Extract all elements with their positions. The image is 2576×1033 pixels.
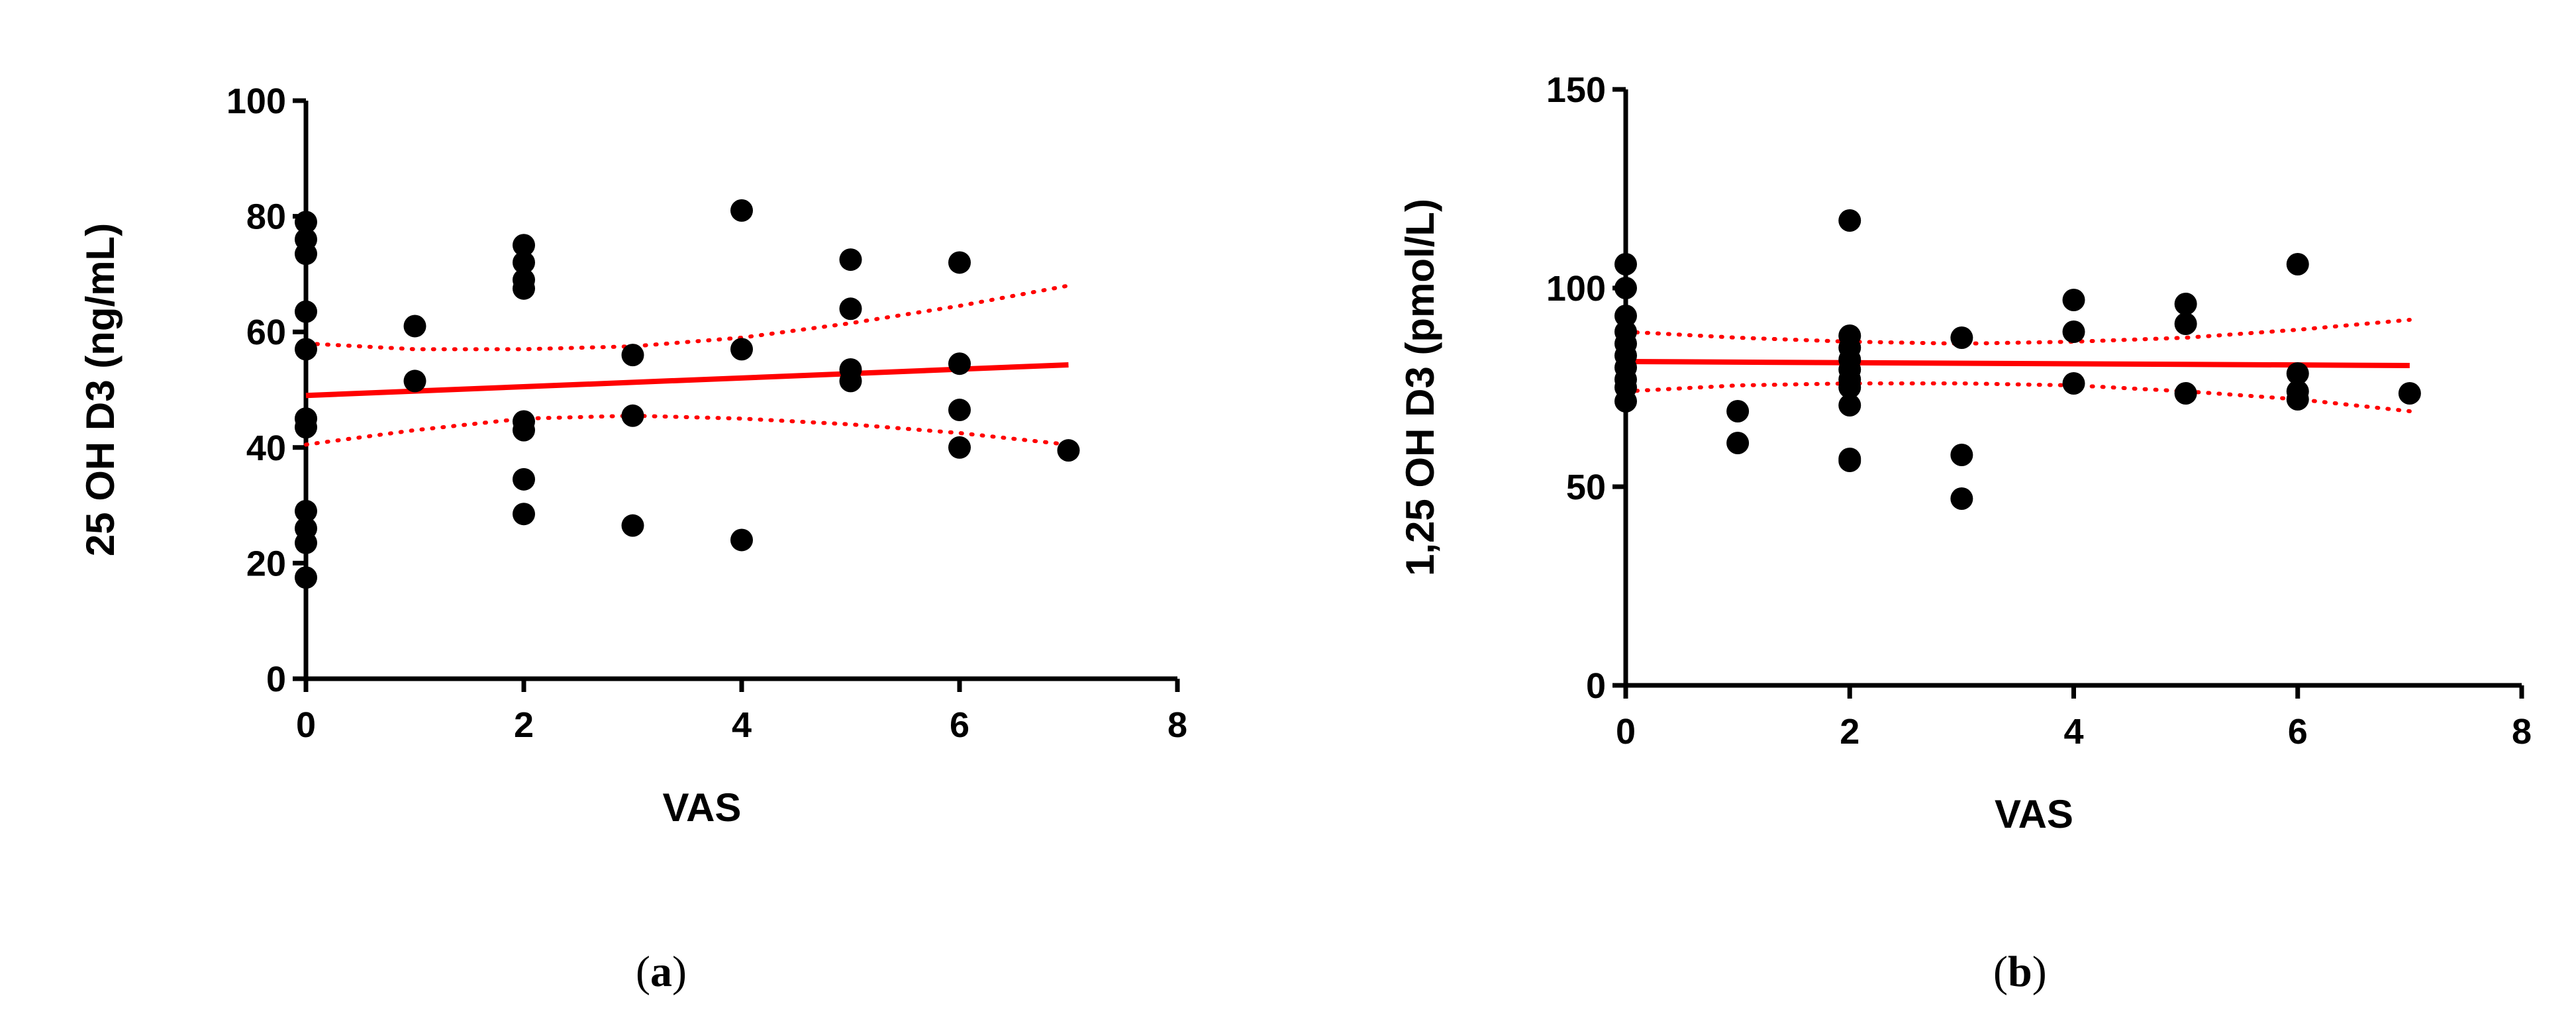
data-point: [1614, 390, 1637, 413]
data-point: [948, 251, 971, 274]
chart-a: 0 20 40 60 80 100 0 2 4 6 8 VAS 25 OH D3 (ng/mL): [78, 81, 1187, 830]
caption-b-letter: b: [2007, 948, 2032, 996]
x-tick-label: 0: [296, 705, 316, 745]
data-point: [1950, 487, 1973, 510]
data-point: [839, 297, 862, 320]
ci-upper-band: [1624, 318, 2412, 346]
x-tick-label: 0: [1616, 712, 1636, 752]
data-point: [295, 499, 317, 522]
data-point: [730, 528, 753, 552]
data-point: [2286, 253, 2309, 275]
y-tick-label: 40: [246, 428, 286, 468]
data-point: [948, 399, 971, 422]
data-point: [948, 352, 971, 375]
caption-a-open: (: [636, 948, 650, 996]
regression-line: [305, 362, 1069, 399]
data-point: [1614, 253, 1637, 275]
data-point: [2286, 362, 2309, 385]
data-point: [295, 242, 317, 266]
data-point: [513, 467, 535, 491]
data-point: [295, 566, 317, 589]
data-point: [513, 251, 535, 274]
data-point: [1838, 450, 1861, 472]
data-point: [1950, 326, 1973, 349]
data-point: [295, 338, 317, 361]
x-tick-label: 6: [2288, 712, 2308, 752]
y-tick-label: 0: [266, 660, 286, 699]
data-point: [839, 248, 862, 271]
data-point: [513, 277, 535, 300]
ci-upper-band: [304, 283, 1071, 352]
data-point: [1726, 400, 1750, 422]
data-point: [1838, 376, 1861, 399]
data-point: [295, 416, 317, 439]
data-point: [295, 300, 317, 323]
y-tick-label: 50: [1566, 467, 1606, 507]
data-point: [1614, 305, 1637, 327]
y-tick-label: 100: [226, 81, 286, 121]
x-tick-label: 4: [2063, 712, 2083, 752]
data-point: [2286, 388, 2309, 411]
x-tick-label: 4: [732, 705, 752, 745]
data-point: [621, 514, 644, 537]
ci-lower-band: [304, 413, 1071, 447]
y-tick-label: 20: [246, 544, 286, 583]
data-point: [2398, 382, 2421, 405]
data-point: [730, 338, 753, 361]
data-point: [2062, 372, 2085, 395]
x-tick-label: 2: [514, 705, 534, 745]
data-point: [1838, 209, 1861, 232]
data-point: [1726, 432, 1750, 454]
caption-a-letter: a: [650, 948, 672, 996]
x-tick-label: 8: [1167, 705, 1187, 745]
data-point: [2174, 293, 2197, 315]
x-tick-label: 8: [2512, 712, 2532, 752]
x-axis-label: VAS: [663, 785, 742, 830]
data-point: [1838, 394, 1861, 417]
data-point: [513, 418, 535, 442]
chart-b: 0 50 100 150 0 2 4 6 8 VAS 1,25 OH D3 (pmol/L): [1398, 70, 2532, 836]
y-tick-label: 60: [246, 313, 286, 352]
data-point: [948, 436, 971, 459]
data-point: [403, 369, 426, 393]
data-point: [403, 315, 426, 338]
caption-b-close: ): [2032, 948, 2047, 996]
data-point: [295, 211, 317, 234]
x-tick-label: 6: [950, 705, 969, 745]
ci-lower-band: [1624, 381, 2412, 413]
x-axis-label: VAS: [1995, 792, 2073, 836]
y-axis-label: 25 OH D3 (ng/mL): [78, 223, 123, 556]
caption-b-open: (: [1993, 948, 2008, 996]
data-point: [621, 404, 644, 427]
data-point: [2174, 313, 2197, 335]
caption-b: (b): [1993, 947, 2047, 997]
y-axis-label: 1,25 OH D3 (pmol/L): [1398, 199, 1442, 576]
data-point: [621, 344, 644, 367]
y-tick-label: 80: [246, 197, 286, 237]
x-tick-label: 2: [1840, 712, 1859, 752]
data-point: [839, 369, 862, 393]
data-point: [2174, 382, 2197, 405]
y-tick-label: 100: [1546, 269, 1606, 309]
data-point: [513, 234, 535, 257]
data-point: [2062, 320, 2085, 343]
data-point: [730, 199, 753, 222]
data-point: [1614, 277, 1637, 299]
data-point: [513, 503, 535, 526]
regression-line: [1625, 359, 2410, 368]
caption-a-close: ): [671, 948, 687, 996]
data-point: [295, 531, 317, 554]
caption-a: (a): [636, 947, 687, 997]
data-point: [1950, 444, 1973, 466]
data-point: [2062, 289, 2085, 311]
data-point: [1057, 439, 1080, 462]
y-tick-label: 0: [1586, 666, 1606, 706]
y-tick-label: 150: [1546, 70, 1606, 110]
